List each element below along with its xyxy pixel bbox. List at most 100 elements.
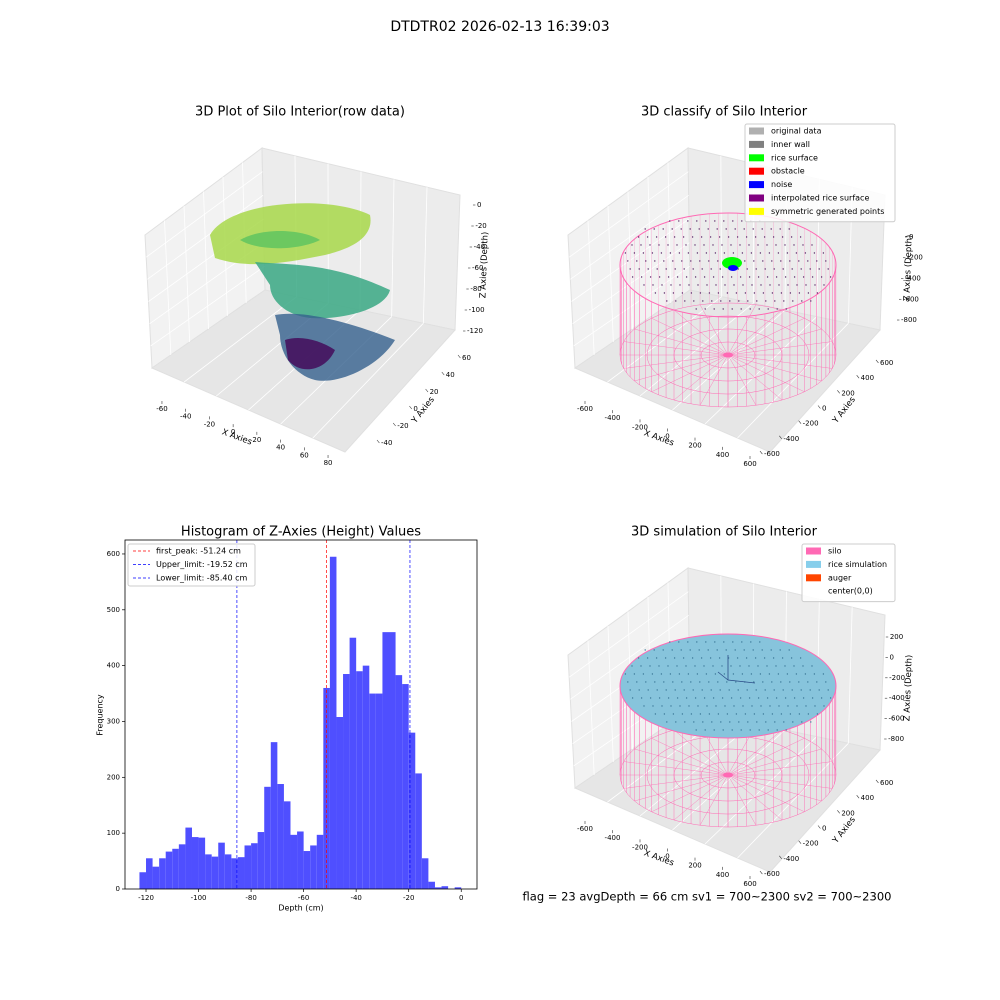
surface-dot [688, 284, 690, 286]
surface-dot [805, 705, 807, 707]
surface-dot [644, 649, 646, 651]
surface-dot [663, 681, 665, 683]
surface-dot [709, 236, 712, 238]
surface-dot [716, 228, 718, 230]
surface-dot [744, 713, 747, 715]
y-tick-label: -600 [764, 870, 780, 878]
pane-grid [737, 743, 849, 859]
surface-dot [811, 697, 814, 699]
surface-dot [737, 689, 739, 691]
legend-label: obstacle [771, 167, 805, 176]
surface-dot [782, 268, 784, 270]
x-tick-label: 40 [276, 444, 285, 452]
surface-dot [807, 681, 809, 683]
surface-dot [670, 705, 672, 707]
surface-dot [640, 244, 642, 246]
surface-dot [728, 689, 730, 691]
surface-dot [810, 300, 812, 302]
surface-dot [796, 284, 798, 286]
surface-dot [746, 268, 748, 270]
surface-dot [723, 252, 726, 254]
surface-dot [710, 689, 712, 691]
surface-dot [724, 284, 726, 286]
surface-dot [761, 649, 763, 651]
silo-spoke [727, 738, 805, 776]
surface-dot [705, 673, 708, 675]
surface-dot [700, 657, 703, 659]
surface-dot [741, 673, 744, 675]
histogram-bar [408, 732, 416, 889]
y-tick-label: 300 [107, 717, 120, 725]
surface-dot [663, 292, 666, 294]
surface-dot [721, 276, 724, 278]
surface-dot [702, 721, 704, 723]
silo-spoke [673, 729, 729, 776]
surface-dot [732, 641, 734, 643]
surface-dot [814, 284, 816, 286]
surface-dot [685, 244, 687, 246]
surface-dot [662, 228, 664, 230]
surface-dot [714, 252, 717, 254]
surface-dot [690, 681, 692, 683]
y-tick-label: 400 [861, 794, 874, 802]
y-tick-mark [875, 359, 879, 364]
surface-dot [687, 641, 689, 643]
surface-dot [809, 268, 811, 270]
z-tick-label: 0 [477, 201, 481, 209]
surface-dot [656, 689, 658, 691]
point-cloud [285, 338, 335, 370]
surface-dot [627, 260, 629, 262]
surface-dot [753, 292, 756, 294]
surface-dot [745, 657, 748, 659]
surface-dot [678, 673, 681, 675]
surface-dot [802, 276, 805, 278]
histogram-bar [421, 858, 429, 889]
surface-dot [764, 268, 766, 270]
legend-label: center(0,0) [828, 587, 873, 596]
surface-dot [785, 308, 787, 310]
surface-dot [748, 276, 751, 278]
x-axis-label: X Axies [220, 427, 253, 447]
histogram-bar [297, 831, 304, 889]
surface-dot [687, 220, 689, 222]
x-tick-label: -400 [605, 414, 621, 422]
surface-dot [732, 220, 734, 222]
legend-swatch [806, 574, 821, 582]
histogram-bar [283, 801, 291, 889]
surface-dot [660, 252, 663, 254]
y-tick-mark [441, 371, 445, 376]
surface-dot [798, 260, 800, 262]
surface-dot [784, 244, 786, 246]
y-tick-mark [837, 810, 840, 814]
surface-dot [712, 665, 714, 667]
y-tick-mark [759, 450, 763, 455]
silo-spoke [727, 309, 783, 356]
x-tick-label: 0 [665, 433, 669, 441]
y-tick-label: -40 [381, 439, 392, 447]
surface-dot [629, 689, 631, 691]
surface-dot [717, 713, 720, 715]
surface-dot [732, 673, 735, 675]
surface-dot [783, 721, 785, 723]
surface-dot [727, 236, 730, 238]
histogram-bar [382, 632, 389, 889]
z-tick-label: 0 [909, 233, 913, 241]
y-tick-label: 20 [430, 388, 439, 396]
surface-dot [778, 284, 780, 286]
x-tick-label: 200 [688, 862, 701, 870]
surface-dot [669, 673, 672, 675]
surface-dot [735, 681, 737, 683]
surface-dot [804, 673, 807, 675]
histogram-bar [146, 858, 153, 889]
surface-dot [777, 673, 780, 675]
x-tick-label: 60 [300, 451, 309, 459]
surface-dot [708, 292, 711, 294]
y-tick-mark [817, 825, 821, 829]
surface-dot [690, 292, 693, 294]
x-tick-label: 600 [743, 880, 756, 888]
x-tick-label: -40 [350, 894, 361, 902]
legend-swatch [749, 127, 764, 135]
surface-dot [788, 649, 790, 651]
legend-label: silo [828, 547, 842, 556]
surface-dot [810, 721, 812, 723]
